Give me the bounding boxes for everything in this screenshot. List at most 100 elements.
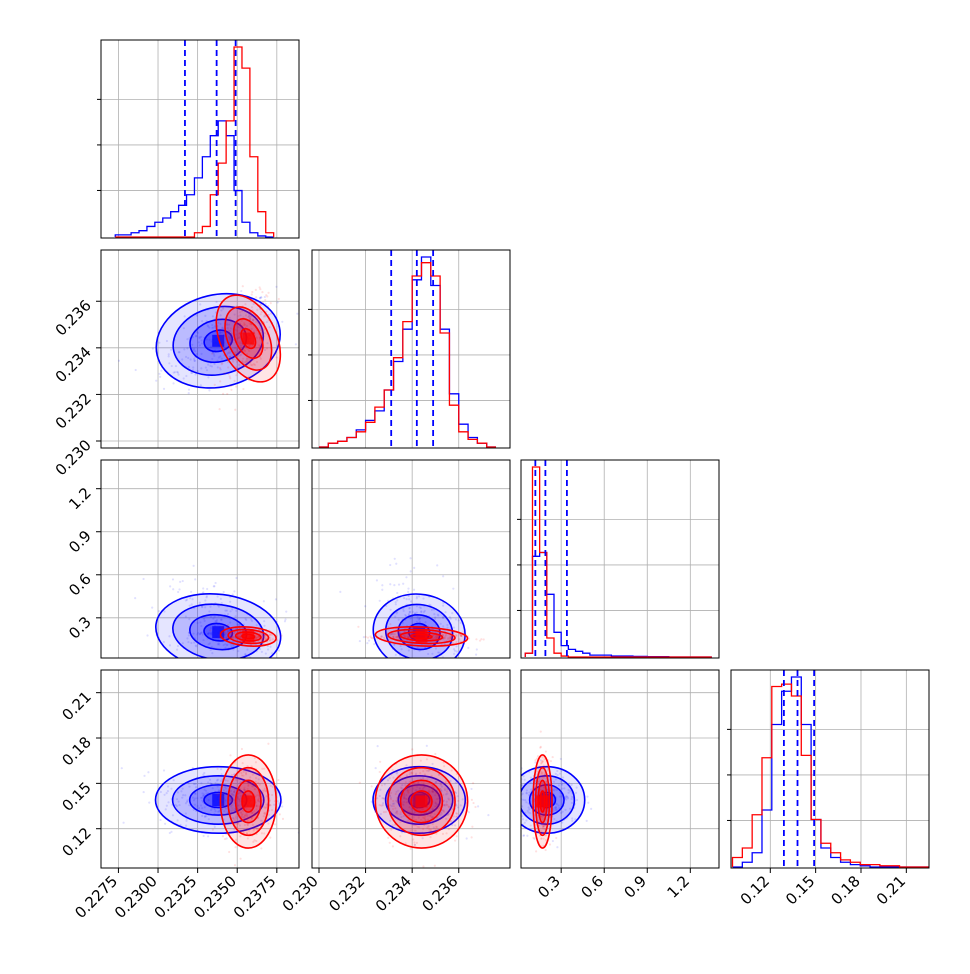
scatter-point [389, 791, 393, 795]
scatter-point [207, 632, 210, 635]
scatter-point [195, 335, 198, 338]
scatter-point [254, 637, 257, 640]
scatter-point [184, 824, 188, 827]
scatter-point [235, 374, 238, 377]
scatter-point [431, 790, 434, 793]
scatter-point [268, 326, 271, 329]
scatter-point [387, 625, 390, 628]
scatter-point [202, 617, 206, 620]
scatter-point [174, 364, 178, 368]
scatter-point [529, 776, 533, 779]
scatter-point [229, 385, 233, 388]
scatter-point [217, 356, 220, 359]
scatter-point [247, 783, 250, 787]
scatter-point [430, 816, 434, 819]
hist-body-1 [318, 250, 497, 448]
scatter-point [168, 635, 171, 638]
scatter-point [248, 322, 251, 325]
scatter-point [433, 618, 437, 621]
scatter-point [205, 596, 208, 599]
scatter-point [422, 611, 425, 614]
scatter-point [521, 815, 524, 818]
scatter-point [255, 794, 258, 797]
scatter-point [397, 795, 401, 798]
scatter-point [248, 358, 251, 361]
scatter-point [467, 637, 471, 640]
scatter-point [233, 632, 236, 635]
scatter-point [230, 805, 233, 808]
scatter-point [209, 632, 212, 635]
scatter-point [426, 826, 429, 829]
scatter-point [236, 354, 240, 357]
scatter-point [273, 823, 277, 826]
scatter-point [428, 769, 431, 772]
scatter-point [231, 633, 234, 636]
scatter-point [423, 609, 426, 612]
scatter-point [234, 778, 238, 781]
scatter-point [391, 802, 395, 805]
scatter-point [443, 637, 446, 640]
scatter-point [413, 841, 416, 844]
scatter-point [529, 824, 532, 827]
scatter-point [174, 803, 177, 806]
scatter-point [263, 348, 267, 352]
scatter-point [280, 801, 283, 804]
scatter-point [408, 813, 412, 816]
scatter-point [388, 777, 391, 780]
scatter-point [544, 750, 547, 753]
scatter-point [541, 776, 544, 779]
scatter-point [215, 619, 219, 622]
scatter-point [190, 641, 193, 645]
scatter-point [208, 389, 211, 392]
scatter-point [267, 291, 270, 294]
scatter-point [257, 781, 260, 785]
scatter-point [184, 599, 187, 602]
scatter-point [238, 635, 242, 638]
scatter-point [232, 644, 235, 648]
scatter-point [253, 756, 256, 760]
scatter-point [435, 780, 438, 784]
scatter-point [475, 648, 478, 651]
scatter-point [181, 787, 184, 790]
scatter-point [408, 806, 411, 809]
scatter-point [200, 339, 203, 342]
scatter-point [234, 846, 237, 849]
scatter-point [394, 653, 397, 656]
scatter-point [177, 351, 180, 354]
scatter-point [258, 345, 262, 348]
scatter-point [227, 366, 230, 369]
scatter-point [400, 801, 404, 804]
scatter-point [436, 636, 439, 639]
scatter-point [165, 339, 169, 343]
scatter-point [175, 648, 179, 651]
scatter-point [538, 778, 541, 781]
scatter-point [216, 767, 219, 770]
scatter-point [239, 344, 242, 347]
scatter-point [420, 818, 423, 822]
scatter-point [230, 636, 234, 639]
scatter-point [260, 638, 264, 641]
scatter-point [541, 783, 544, 786]
scatter-point [219, 368, 222, 371]
scatter-point [245, 324, 249, 327]
scatter-point [401, 819, 405, 822]
scatter-point [233, 357, 236, 360]
scatter-point [397, 618, 400, 621]
scatter-point [538, 820, 541, 823]
scatter-point [231, 803, 234, 807]
scatter-point [198, 337, 201, 340]
scatter-point [255, 336, 258, 339]
scatter-point [216, 778, 220, 781]
scatter-point [238, 635, 241, 638]
scatter-point [411, 610, 414, 613]
scatter-point [194, 782, 197, 786]
scatter-point [559, 757, 562, 761]
scatter-point [543, 821, 547, 825]
scatter-point [266, 644, 270, 648]
scatter-point [415, 597, 418, 600]
scatter-point [396, 599, 399, 602]
scatter-point [421, 777, 425, 780]
scatter-point [441, 604, 445, 607]
scatter-point [261, 291, 264, 294]
scatter-point [366, 636, 370, 639]
